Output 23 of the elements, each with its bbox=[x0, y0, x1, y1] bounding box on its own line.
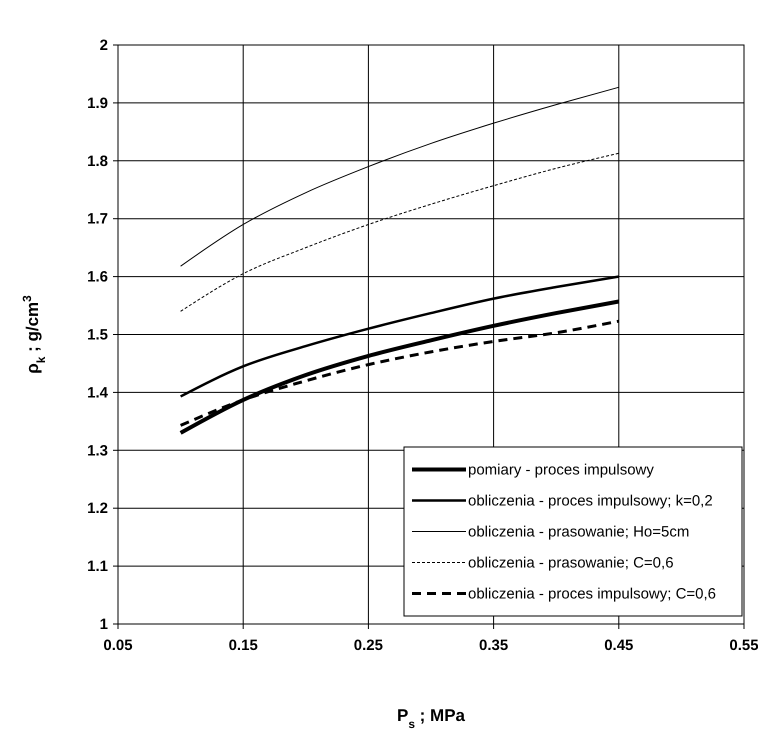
x-axis-title: P$_{s}$ ; MPa bbox=[396, 706, 466, 731]
y-tick-label: 1.1 bbox=[87, 558, 108, 576]
y-tick-label: 1.3 bbox=[87, 442, 108, 460]
legend-label: obliczenia - proces impulsowy; C=0,6 bbox=[468, 586, 716, 602]
y-tick-label: 1 bbox=[100, 616, 108, 633]
x-tick-label: 0.25 bbox=[354, 637, 383, 654]
y-tick-label: 1.2 bbox=[87, 500, 108, 518]
legend-label: obliczenia - prasowanie; Ho=5cm bbox=[468, 524, 690, 540]
y-tick-label: 1.5 bbox=[87, 326, 108, 344]
x-tick-label: 0.35 bbox=[479, 637, 508, 654]
y-tick-label: 2 bbox=[100, 37, 108, 54]
x-tick-label: 0.55 bbox=[729, 637, 759, 654]
legend-label: obliczenia - prasowanie; C=0,6 bbox=[468, 554, 674, 572]
legend-label: obliczenia - proces impulsowy; k=0,2 bbox=[468, 492, 713, 510]
x-tick-label: 0.45 bbox=[604, 637, 634, 654]
x-tick-label: 0.15 bbox=[228, 637, 258, 654]
x-tick-label: 0.05 bbox=[103, 637, 133, 654]
legend-label: pomiary - proces impulsowy bbox=[468, 462, 654, 478]
y-tick-label: 1.4 bbox=[87, 384, 109, 402]
y-tick-label: 1.9 bbox=[87, 94, 108, 112]
y-tick-label: 1.7 bbox=[87, 210, 108, 228]
y-tick-label: 1.8 bbox=[87, 152, 108, 170]
y-tick-label: 1.6 bbox=[87, 268, 108, 286]
